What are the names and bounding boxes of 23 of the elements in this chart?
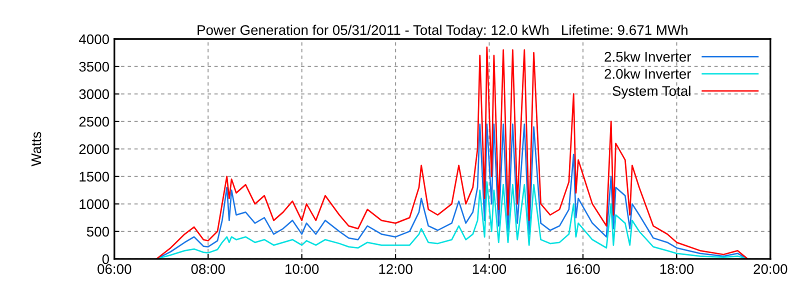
line-series (156, 46, 748, 259)
y-tick-label: 3500 (79, 62, 109, 72)
x-tick-label: 14:00 (472, 264, 506, 274)
y-tick-label: 1000 (80, 199, 109, 210)
legend-label: System Total (612, 86, 690, 99)
x-tick-label: 06:00 (98, 264, 132, 274)
y-tick-label: 2500 (79, 116, 109, 127)
legend-label: 2.0kw Inverter (604, 68, 692, 79)
x-tick-label: 10:00 (286, 264, 319, 274)
y-tick-label: 0 (102, 254, 109, 264)
y-axis-title: Watts (31, 132, 42, 166)
y-tick-label: 2000 (79, 144, 109, 154)
x-tick-label: 08:00 (191, 264, 225, 274)
legend-label: 2.5kw Inverter (604, 52, 692, 62)
y-tick-label: 4000 (78, 34, 109, 44)
y-tick-label: 1500 (80, 172, 109, 182)
y-tick-label: 500 (86, 226, 109, 237)
x-tick-label: 12:00 (379, 264, 412, 274)
chart-title: Power Generation for 05/31/2011 - Total Today: 12.0 kWh Lifetime: 9.671 MWh (198, 24, 688, 38)
x-tick-label: 16:00 (566, 264, 600, 274)
x-tick-label: 20:00 (754, 264, 788, 274)
y-tick-label: 3000 (79, 89, 109, 100)
x-tick-label: 18:00 (660, 264, 694, 274)
